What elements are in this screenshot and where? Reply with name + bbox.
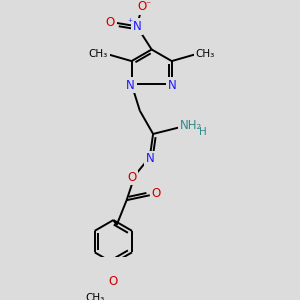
Text: ⁺: ⁺ [128,18,133,28]
Text: N: N [132,20,141,33]
Text: CH₃: CH₃ [85,293,105,300]
Text: O: O [137,0,146,13]
Text: N: N [126,79,135,92]
Text: CH₃: CH₃ [89,50,108,59]
Text: CH₃: CH₃ [195,50,214,59]
Text: H: H [199,127,207,137]
Text: O: O [127,170,136,184]
Text: N: N [146,152,154,165]
Text: O: O [109,275,118,288]
Text: O: O [152,187,161,200]
Text: O: O [106,16,115,29]
Text: NH₂: NH₂ [180,119,202,132]
Text: N: N [168,79,177,92]
Text: ⁻: ⁻ [146,0,151,10]
